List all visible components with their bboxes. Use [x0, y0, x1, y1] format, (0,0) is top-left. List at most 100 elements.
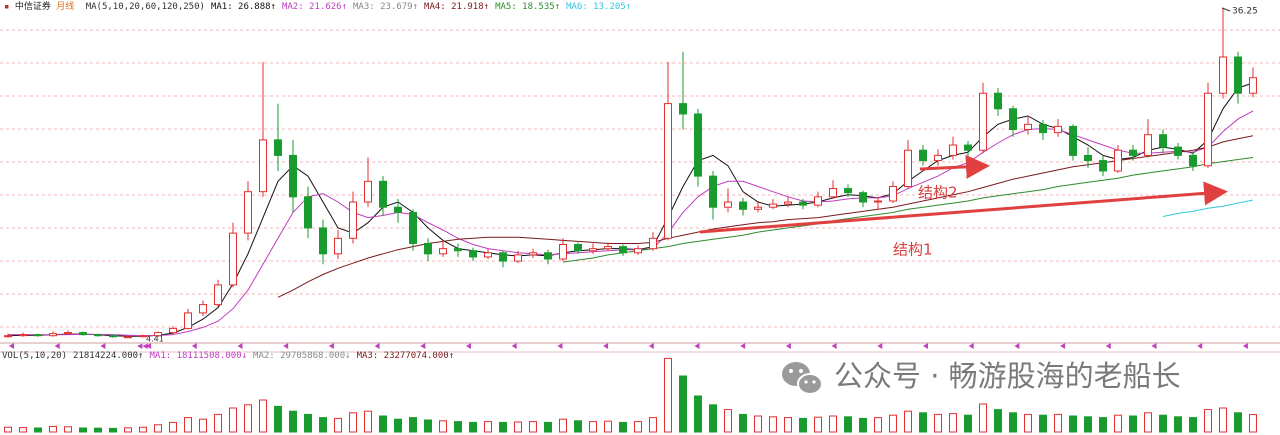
ma-legend-item: MA2: 21.626↑ — [282, 2, 347, 12]
volume-bar — [1249, 414, 1257, 433]
volume-bar — [1159, 414, 1167, 433]
candle-body — [949, 144, 957, 156]
candle-body — [1054, 125, 1062, 134]
volume-bar — [19, 427, 27, 433]
candle-body — [574, 244, 582, 252]
volume-bar — [604, 420, 612, 433]
volume-bar — [64, 426, 72, 433]
period-marker — [511, 343, 517, 349]
volume-bar — [1069, 415, 1077, 433]
candle-body — [874, 200, 882, 203]
volume-bar — [514, 421, 522, 433]
candle-body — [1219, 56, 1227, 94]
volume-bar — [469, 421, 477, 433]
volume-bar — [1099, 417, 1107, 433]
candle-body — [1129, 149, 1137, 156]
candle-body — [49, 333, 57, 337]
volume-bar — [79, 427, 87, 433]
volume-bar — [244, 404, 252, 433]
volume-bar — [184, 417, 192, 433]
period-marker — [328, 343, 334, 349]
period-marker — [785, 343, 791, 349]
period-marker — [1242, 343, 1248, 349]
candle-body — [319, 227, 327, 255]
volume-bar — [754, 415, 762, 433]
candle-body — [304, 196, 312, 229]
candle-body — [454, 248, 462, 252]
candle-body — [184, 312, 192, 329]
candle-body — [739, 201, 747, 210]
volume-bar — [529, 421, 537, 433]
volume-bar — [34, 427, 42, 433]
volume-bar — [559, 418, 567, 433]
volume-bar — [259, 399, 267, 433]
candle-body — [1114, 149, 1122, 172]
arrow — [919, 154, 990, 179]
volume-bar — [634, 421, 642, 433]
candle-body — [259, 139, 267, 193]
volume-bar — [664, 357, 672, 433]
period-marker — [100, 343, 106, 349]
ma-line — [277, 135, 1254, 298]
candle-body — [724, 201, 732, 208]
candle-body — [19, 334, 27, 337]
period-marker — [1197, 343, 1203, 349]
candle-body — [229, 232, 237, 286]
candle-body — [469, 250, 477, 258]
candle-body — [994, 92, 1002, 110]
candle-body — [394, 206, 402, 213]
volume-bar — [49, 425, 57, 433]
period-marker — [237, 343, 243, 349]
watermark: 公众号 · 畅游股海的老船长 — [834, 359, 1181, 393]
volume-bar — [979, 403, 987, 433]
ma-line — [1162, 199, 1254, 217]
volume-bar — [769, 416, 777, 433]
period-marker — [877, 343, 883, 349]
volume-bar — [124, 427, 132, 433]
volume-bar — [274, 405, 282, 433]
period-marker — [466, 343, 471, 349]
candle-body — [1069, 125, 1077, 156]
ma-legend-item: MA4: 21.918↑ — [424, 2, 489, 12]
candle-body — [364, 180, 372, 203]
volume-bar — [4, 426, 12, 433]
candle-body — [499, 252, 507, 262]
candle-body — [94, 334, 102, 337]
candle-body — [124, 336, 132, 339]
candle-body — [1189, 154, 1197, 167]
volume-bar — [829, 415, 837, 433]
candle-body — [1084, 154, 1092, 162]
candle-body — [649, 237, 657, 250]
volume-bar — [649, 417, 657, 433]
candle-body — [64, 332, 72, 335]
grid — [0, 29, 1280, 349]
candle-body — [979, 92, 987, 151]
ma-line — [562, 157, 1254, 263]
volume-bar — [874, 417, 882, 433]
volume-bar — [949, 413, 957, 433]
candle-body — [529, 252, 537, 256]
period-marker — [603, 343, 609, 349]
volume-bar — [484, 421, 492, 433]
volume-bar — [109, 427, 117, 433]
candle-body — [1039, 123, 1047, 134]
volume-bar — [304, 413, 312, 433]
period-marker — [923, 343, 928, 349]
volume-bar — [424, 419, 432, 433]
period-marker — [1060, 343, 1066, 349]
candle-body — [439, 248, 447, 255]
candle-body — [349, 201, 357, 239]
volume-bars — [4, 357, 1257, 433]
volume-bar — [1084, 416, 1092, 433]
period-marker — [694, 343, 700, 349]
ma-line — [7, 82, 1254, 337]
candle-body — [784, 201, 792, 205]
volume-bar — [679, 375, 687, 433]
period-marker — [831, 343, 837, 349]
candle-body — [4, 335, 12, 338]
annotation: 结构2 — [918, 184, 958, 202]
ma-legend-item: MA1: 26.888↑ — [211, 2, 276, 12]
ma-legend-item: MA5: 18.535↑ — [495, 2, 560, 12]
candle-body — [79, 332, 87, 336]
candle-body — [604, 246, 612, 250]
